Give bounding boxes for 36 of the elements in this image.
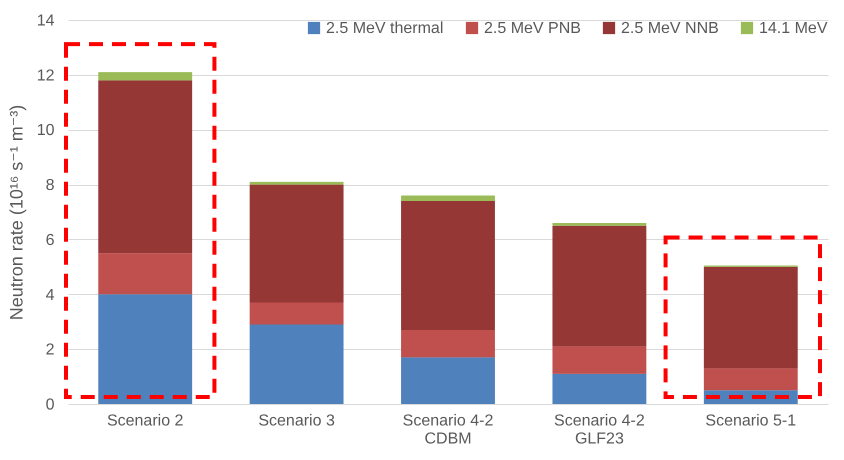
legend-label: 2.5 MeV NNB (621, 20, 719, 37)
x-tick-label: Scenario 5-1 (705, 412, 796, 430)
bar (552, 346, 646, 374)
legend-label: 14.1 MeV (759, 20, 828, 37)
bar (401, 201, 495, 330)
bar (250, 182, 344, 185)
y-tick-label: 4 (46, 286, 55, 304)
bar (552, 374, 646, 404)
bar (98, 72, 192, 80)
y-tick-label: 10 (36, 122, 55, 140)
x-tick-label: Scenario 4-2 CDBM (402, 412, 494, 448)
y-tick-label: 2 (46, 342, 55, 359)
bar (98, 294, 192, 404)
bar (401, 330, 495, 358)
bar (704, 368, 798, 390)
bar (704, 266, 798, 368)
y-axis-title: Neutron rate (10¹⁶ s⁻¹ m⁻³) (6, 104, 27, 320)
bar (552, 222, 646, 226)
x-tick-label: Scenario 3 (258, 412, 335, 430)
legend-label: 2.5 MeV PNB (484, 20, 581, 37)
bar (250, 184, 344, 303)
bar (552, 226, 646, 346)
y-tick-label: 0 (46, 396, 55, 414)
y-tick-label: 14 (36, 12, 55, 30)
bar (401, 357, 495, 404)
x-tick-label: Scenario 4-2 GLF23 (554, 412, 645, 448)
bar (250, 324, 344, 404)
bar (98, 80, 192, 254)
bar (250, 302, 344, 324)
y-tick-label: 8 (46, 177, 55, 194)
y-tick-label: 12 (36, 67, 55, 84)
bar (401, 196, 495, 202)
x-tick-label: Scenario 2 (106, 412, 184, 430)
legend-label: 2.5 MeV thermal (326, 20, 444, 37)
bar (98, 253, 192, 294)
y-tick-label: 6 (46, 232, 55, 249)
